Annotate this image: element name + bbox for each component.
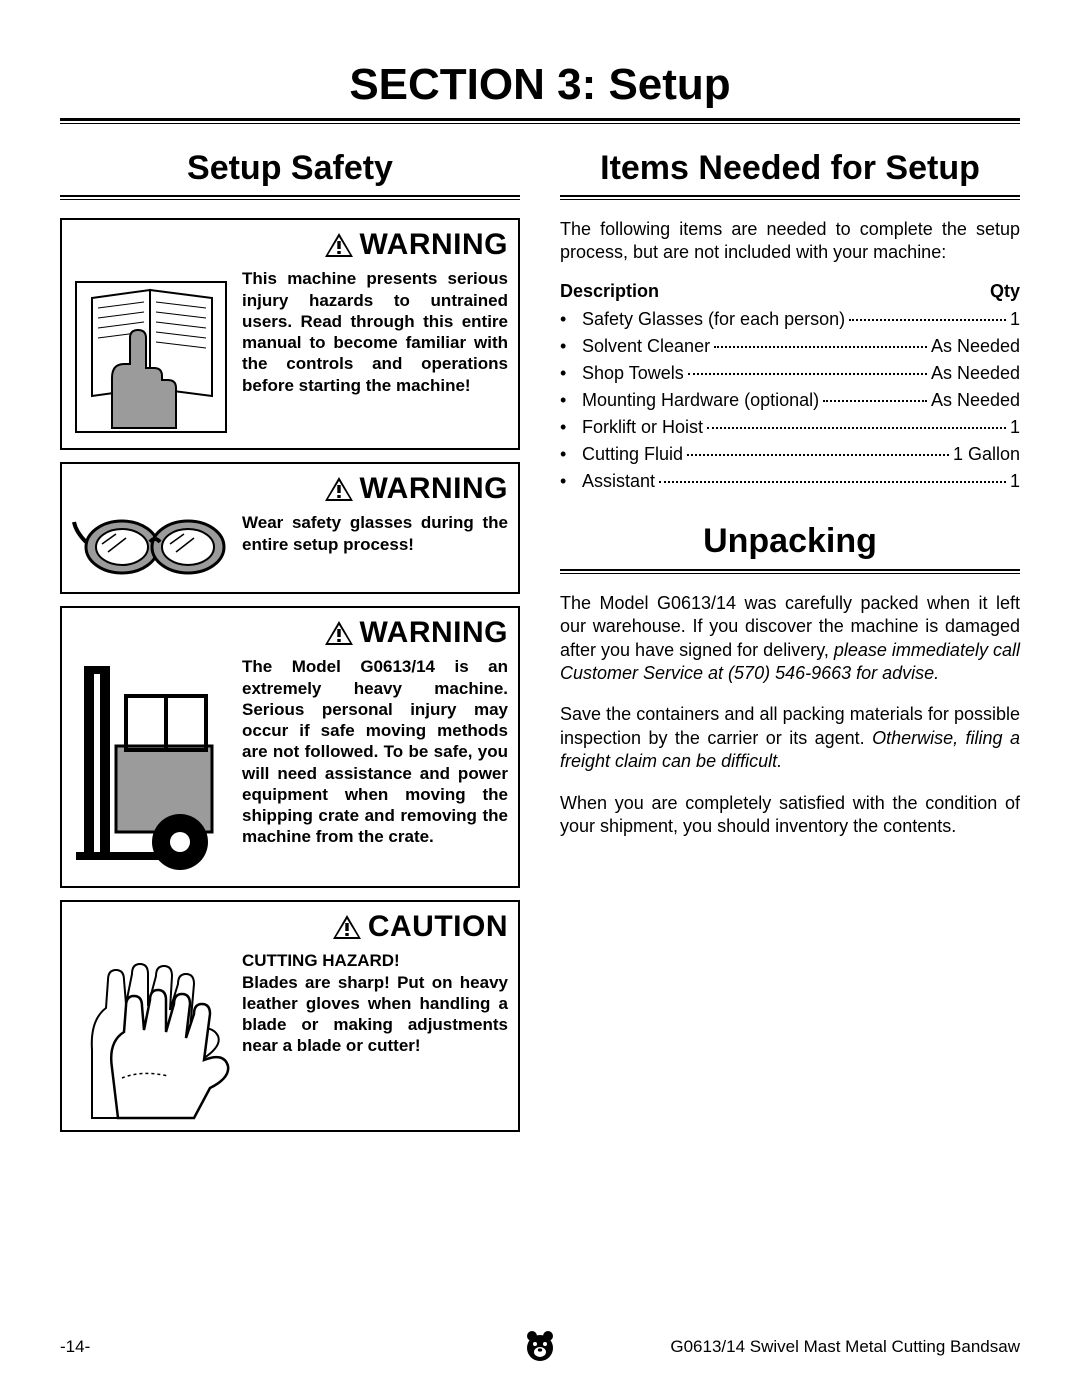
rule-thick	[60, 195, 520, 197]
alert-icon	[324, 232, 354, 258]
items-needed-heading: Items Needed for Setup	[560, 150, 1020, 187]
list-item: •Solvent CleanerAs Needed	[560, 333, 1020, 360]
caution-text: CUTTING HAZARD! Blades are sharp! Put on…	[242, 950, 508, 1056]
warning-header: WARNING	[72, 228, 508, 262]
warning-label: WARNING	[360, 616, 509, 650]
items-intro: The following items are needed to comple…	[560, 218, 1020, 263]
unpacking-p1: The Model G0613/14 was carefully packed …	[560, 592, 1020, 686]
list-item: •Safety Glasses (for each person)1	[560, 306, 1020, 333]
two-column-layout: Setup Safety WARNING	[60, 144, 1020, 1144]
unpacking-heading: Unpacking	[560, 523, 1020, 560]
page-footer: -14- G0613/14 Swivel Mast Metal Cutting …	[60, 1337, 1020, 1357]
cutting-hazard-label: CUTTING HAZARD!	[242, 951, 400, 970]
caution-label: CAUTION	[368, 910, 508, 944]
alert-icon	[332, 914, 362, 940]
alert-icon	[324, 620, 354, 646]
document-title: G0613/14 Swivel Mast Metal Cutting Bands…	[670, 1337, 1020, 1357]
footer-logo	[523, 1328, 557, 1367]
caution-header: CAUTION	[72, 910, 508, 944]
forklift-icon	[72, 656, 232, 876]
caution-body: CUTTING HAZARD! Blades are sharp! Put on…	[72, 950, 508, 1120]
warning-text: The Model G0613/14 is an extremely heavy…	[242, 656, 508, 847]
warning-box-manual: WARNING	[60, 218, 520, 450]
section-title: SECTION 3: Setup	[60, 60, 1020, 110]
setup-safety-heading: Setup Safety	[60, 150, 520, 187]
unpacking-p2: Save the containers and all packing mate…	[560, 703, 1020, 773]
list-item: •Cutting Fluid1 Gallon	[560, 441, 1020, 468]
manual-icon	[72, 268, 232, 438]
left-column: Setup Safety WARNING	[60, 144, 520, 1144]
caution-body-text: Blades are sharp! Put on heavy leather g…	[242, 972, 508, 1057]
warning-box-glasses: WARNING	[60, 462, 520, 594]
glove-icon	[72, 950, 232, 1120]
items-list: •Safety Glasses (for each person)1 •Solv…	[560, 306, 1020, 495]
warning-body: Wear safety glasses during the entire se…	[72, 512, 508, 582]
col-qty: Qty	[990, 281, 1020, 302]
warning-body: This machine presents serious injury haz…	[72, 268, 508, 438]
warning-text: Wear safety glasses during the entire se…	[242, 512, 508, 555]
items-table-header: Description Qty	[560, 281, 1020, 302]
unpacking-p3: When you are completely satisfied with t…	[560, 792, 1020, 839]
list-item: •Forklift or Hoist1	[560, 414, 1020, 441]
rule-thick	[560, 195, 1020, 197]
list-item: •Assistant1	[560, 468, 1020, 495]
bear-icon	[523, 1328, 557, 1362]
warning-box-forklift: WARNING	[60, 606, 520, 888]
warning-text: This machine presents serious injury haz…	[242, 268, 508, 396]
glasses-icon	[72, 512, 232, 582]
right-column: Items Needed for Setup The following ite…	[560, 144, 1020, 1144]
rule-thick	[60, 118, 1020, 121]
alert-icon	[324, 476, 354, 502]
rule-thin	[560, 199, 1020, 200]
rule-thick	[560, 569, 1020, 571]
warning-label: WARNING	[360, 472, 509, 506]
page-number: -14-	[60, 1337, 90, 1357]
list-item: •Shop TowelsAs Needed	[560, 360, 1020, 387]
warning-header: WARNING	[72, 616, 508, 650]
page: SECTION 3: Setup Setup Safety WARNING	[0, 0, 1080, 1397]
warning-label: WARNING	[360, 228, 509, 262]
rule-thin	[60, 123, 1020, 124]
col-description: Description	[560, 281, 659, 302]
list-item: •Mounting Hardware (optional)As Needed	[560, 387, 1020, 414]
rule-thin	[560, 573, 1020, 574]
rule-thin	[60, 199, 520, 200]
warning-header: WARNING	[72, 472, 508, 506]
caution-box-glove: CAUTION CUTTING HAZARD!	[60, 900, 520, 1132]
warning-body: The Model G0613/14 is an extremely heavy…	[72, 656, 508, 876]
